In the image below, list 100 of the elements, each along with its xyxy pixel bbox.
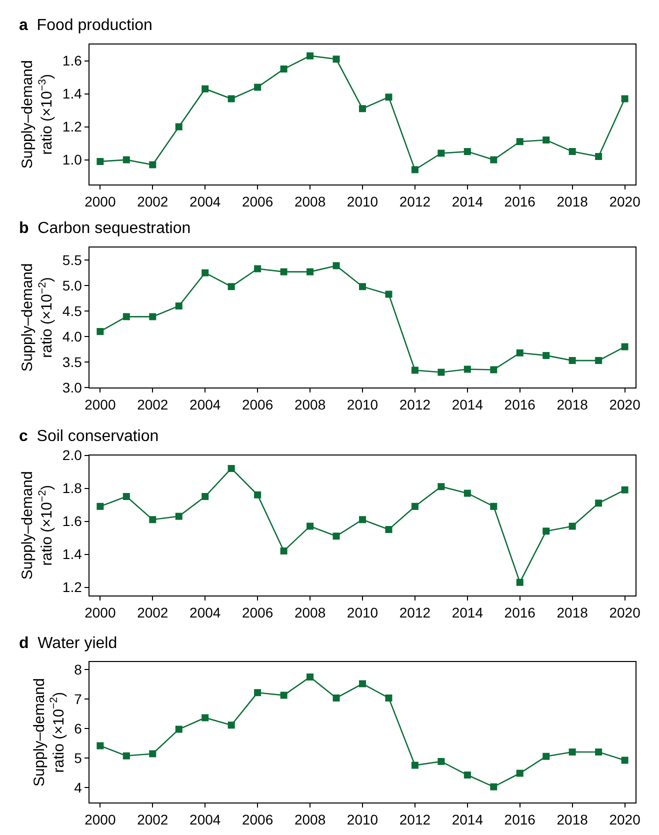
x-tick-label: 2008: [294, 396, 326, 412]
chart-title: b Carbon sequestration: [19, 220, 191, 237]
point: [568, 522, 576, 530]
point: [411, 762, 418, 769]
point: [96, 502, 104, 510]
x-tick-label: 2016: [504, 396, 536, 412]
y-tick-label: 5.5: [62, 252, 82, 268]
x-tick-label: 2000: [84, 396, 116, 412]
point: [202, 85, 209, 92]
point: [385, 526, 392, 534]
y-tick-label: 6: [74, 720, 82, 737]
point: [542, 352, 550, 359]
x-tick-label: 2016: [504, 811, 536, 828]
point: [411, 366, 418, 374]
x-tick-label: 2014: [452, 811, 484, 828]
y-tick-label: 4.0: [62, 328, 82, 344]
point: [568, 748, 576, 756]
x-tick-label: 2004: [190, 396, 221, 412]
point: [175, 123, 182, 130]
x-tick-label: 2020: [609, 811, 641, 828]
x-tick-label: 2000: [84, 811, 116, 828]
point: [621, 756, 628, 764]
point: [438, 368, 445, 376]
point: [516, 578, 524, 586]
point: [358, 516, 366, 524]
point: [122, 313, 130, 320]
x-tick-label: 2002: [137, 396, 168, 412]
x-tick-label: 2000: [84, 604, 116, 620]
point: [490, 783, 498, 790]
x-tick-label: 2004: [190, 193, 221, 210]
x-tick-label: 2018: [556, 193, 588, 210]
point: [621, 343, 628, 350]
point: [254, 84, 262, 91]
x-tick-label: 2002: [137, 193, 168, 210]
point: [516, 770, 524, 777]
x-tick-label: 2002: [137, 604, 168, 620]
point: [254, 689, 262, 696]
point: [358, 105, 366, 112]
point: [228, 95, 235, 102]
y-tick-label: 5: [74, 750, 82, 766]
point: [358, 680, 366, 688]
x-tick-label: 2016: [504, 193, 536, 210]
point: [490, 502, 498, 510]
y-tick-label: 1.6: [62, 52, 82, 69]
x-tick-label: 2020: [609, 604, 641, 620]
point: [122, 156, 130, 164]
point: [175, 512, 182, 520]
x-tick-label: 2020: [609, 193, 641, 210]
point: [438, 758, 445, 765]
point: [175, 726, 182, 733]
y-tick-label: 5.0: [62, 277, 82, 294]
chart-title: c Soil conservation: [19, 428, 159, 445]
x-tick-label: 2016: [504, 604, 536, 620]
point: [490, 156, 498, 164]
x-tick-label: 2012: [399, 193, 431, 210]
point: [228, 283, 235, 290]
x-tick-label: 2014: [452, 396, 484, 412]
x-tick-label: 2012: [399, 604, 431, 620]
point: [175, 302, 182, 310]
y-tick-label: 1.2: [62, 579, 82, 596]
x-tick-label: 2018: [556, 396, 588, 412]
point: [411, 502, 418, 510]
y-tick-label: 3.0: [62, 379, 82, 396]
y-tick-label: 1.2: [62, 118, 82, 135]
x-tick-label: 2010: [346, 811, 378, 828]
y-tick-label: 1.8: [62, 480, 82, 496]
point: [438, 150, 445, 157]
point: [595, 153, 602, 160]
point: [202, 493, 209, 500]
point: [621, 95, 628, 102]
point: [122, 493, 130, 500]
point: [280, 268, 288, 276]
point: [568, 148, 576, 156]
chart-title: a Food production: [19, 17, 152, 34]
x-tick-label: 2006: [242, 396, 274, 412]
point: [490, 366, 498, 374]
point: [96, 742, 104, 750]
y-tick-label: 8: [74, 662, 82, 678]
point: [332, 262, 340, 270]
y-tick-label: 2.0: [62, 447, 82, 464]
point: [411, 166, 418, 174]
x-tick-label: 2010: [346, 604, 378, 620]
point: [332, 694, 340, 702]
point: [280, 547, 288, 554]
point: [516, 138, 524, 146]
point: [595, 748, 602, 756]
x-tick-label: 2008: [294, 604, 326, 620]
point: [464, 148, 471, 156]
point: [385, 694, 392, 702]
point: [306, 673, 314, 680]
x-tick-label: 2018: [556, 811, 588, 828]
x-tick-label: 2020: [609, 396, 641, 412]
point: [96, 328, 104, 335]
x-tick-label: 2008: [294, 193, 326, 210]
point: [332, 532, 340, 540]
point: [568, 357, 576, 364]
y-tick-label: 1.4: [62, 86, 82, 102]
point: [464, 366, 471, 373]
y-tick-label: 1.0: [62, 152, 82, 168]
chart-title: d Water yield: [19, 635, 118, 652]
